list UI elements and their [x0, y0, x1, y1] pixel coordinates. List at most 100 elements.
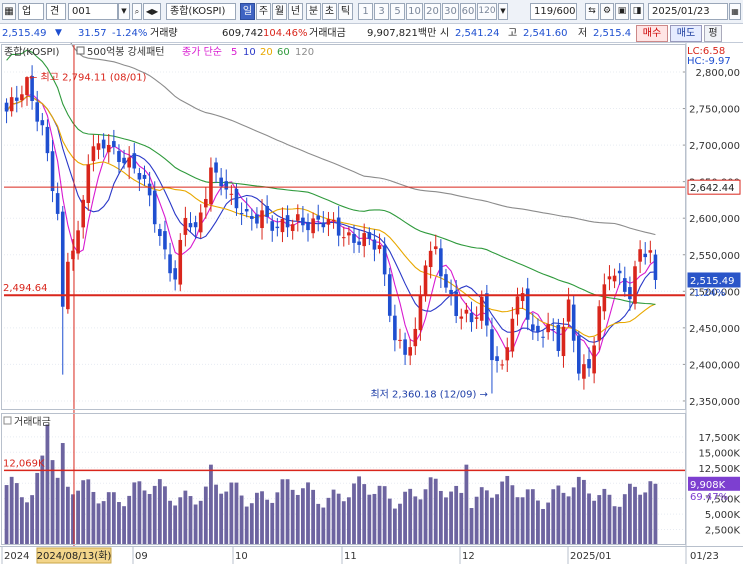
code-input[interactable]: 001	[68, 3, 118, 20]
volume-axis-tick: 5,000K	[705, 510, 741, 521]
volume-bar	[648, 481, 653, 545]
price-panel-title: 종합(KOSPI)	[4, 46, 60, 58]
volume-bar	[561, 492, 566, 545]
candle	[229, 184, 234, 205]
grid-menu-icon[interactable]: ▦	[2, 3, 16, 20]
candle	[55, 182, 60, 221]
candle	[454, 279, 458, 324]
crosshair-date-box	[36, 547, 112, 564]
candle	[382, 237, 387, 286]
zoom-icon[interactable]: ⇆	[585, 3, 599, 20]
period-week-button[interactable]: 주	[256, 3, 271, 20]
period-month-button[interactable]: 월	[272, 3, 287, 20]
code-dropdown-icon[interactable]: ▼	[118, 3, 130, 20]
candle	[295, 204, 300, 232]
calendar-icon[interactable]: ▦	[729, 3, 741, 20]
candle	[592, 336, 596, 384]
interval-button[interactable]: 5	[390, 3, 405, 20]
volume-bar	[326, 497, 331, 545]
volume-bar	[300, 488, 305, 545]
settings-icon[interactable]: ⚙	[600, 3, 614, 20]
candle	[158, 223, 162, 246]
interval-button[interactable]: 60	[460, 3, 476, 20]
volume-bar	[55, 477, 60, 545]
indicator-checkbox[interactable]	[76, 46, 85, 55]
price-axis-tick: 2,450,000	[689, 324, 740, 335]
volume-bar	[203, 486, 208, 545]
period-tick-button[interactable]: 틱	[338, 3, 353, 20]
interval-button[interactable]: 120	[477, 3, 497, 20]
volume-bar	[96, 503, 101, 545]
tool-icon[interactable]: ◨	[630, 3, 644, 20]
volume-bar	[556, 485, 561, 545]
period-year-button[interactable]: 년	[288, 3, 303, 20]
period-minute-button[interactable]: 분	[306, 3, 321, 20]
volume-bar	[71, 494, 75, 545]
volume-checkbox[interactable]	[3, 416, 12, 425]
period-day-button[interactable]: 일	[240, 3, 255, 20]
candle	[428, 241, 433, 279]
period-second-button[interactable]: 초	[322, 3, 337, 20]
volume-bar	[346, 497, 351, 545]
average-button[interactable]: 평	[704, 25, 722, 42]
interval-button[interactable]: 30	[442, 3, 459, 20]
stock-name-field[interactable]: 종합(KOSPI)	[166, 3, 236, 20]
interval-button[interactable]: 20	[424, 3, 441, 20]
market-select[interactable]: 업	[18, 3, 44, 20]
candle	[602, 273, 607, 320]
candle	[106, 134, 111, 163]
volume-bar	[311, 489, 316, 545]
volume-ratio: 104.46%	[263, 28, 308, 39]
volume-bar	[9, 476, 14, 545]
low-label: 저	[578, 28, 588, 39]
count-input[interactable]: 119/600	[530, 3, 577, 20]
candle	[403, 332, 407, 366]
volume-bar	[398, 503, 402, 545]
candle	[341, 226, 346, 247]
price-axis-tick: 2,550,000	[689, 251, 740, 262]
prev-next-icon[interactable]: ◀▶	[143, 3, 161, 20]
candle	[546, 312, 550, 340]
hline-value-box	[687, 179, 741, 195]
current-percent-label: -1.24%	[690, 288, 725, 299]
buy-button[interactable]: 매수	[636, 25, 668, 42]
stock-chart[interactable]: 2,800,002,750,0002,700,0002,650,0002,600…	[0, 43, 743, 564]
candle	[648, 240, 653, 264]
date-input[interactable]: 2025/01/23	[648, 3, 728, 20]
search-icon[interactable]: ⌕	[132, 3, 142, 20]
volume-bar	[336, 493, 341, 545]
x-axis-label: 12	[462, 551, 475, 562]
volume-bar	[377, 485, 382, 545]
candle	[638, 240, 642, 274]
interval-button[interactable]: 3	[374, 3, 389, 20]
candle	[40, 112, 45, 136]
type-select[interactable]: 견	[46, 3, 66, 20]
volume-bar	[505, 475, 510, 545]
volume-bar	[607, 494, 612, 545]
candle	[582, 354, 586, 390]
candle	[622, 266, 627, 297]
high-label: 고	[508, 28, 518, 39]
interval-button[interactable]: 1	[358, 3, 373, 20]
indicator-label: 500억봉 강세패턴	[87, 46, 164, 58]
candle	[362, 223, 367, 258]
candle	[280, 207, 285, 243]
candle	[168, 242, 172, 282]
volume-bar	[30, 495, 35, 545]
candle	[147, 171, 152, 207]
save-icon[interactable]: ▣	[615, 3, 629, 20]
candle	[142, 165, 147, 186]
interval-dropdown-icon[interactable]: ▼	[498, 3, 508, 20]
volume-bar	[173, 505, 178, 545]
volume-bar	[270, 502, 275, 545]
volume-bar	[111, 492, 116, 545]
sell-button[interactable]: 매도	[670, 25, 702, 42]
ma-60-label: 60	[277, 47, 290, 58]
volume-bar	[331, 489, 336, 545]
x-axis-label: 2025/01	[570, 551, 612, 562]
volume-bar	[117, 502, 121, 545]
candle	[250, 208, 254, 231]
candle	[91, 134, 96, 172]
interval-button[interactable]: 10	[406, 3, 423, 20]
volume-bar	[408, 488, 413, 545]
